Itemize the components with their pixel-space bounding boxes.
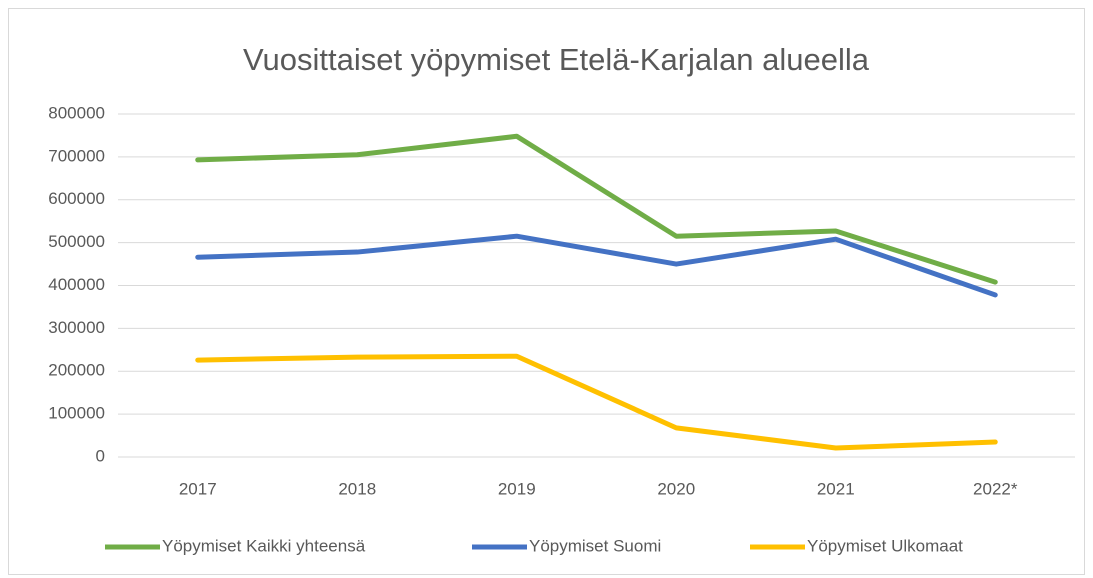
y-tick-label: 300000	[48, 318, 105, 337]
x-tick-label: 2020	[657, 479, 695, 498]
y-tick-label: 100000	[48, 404, 105, 423]
x-tick-label: 2021	[817, 479, 855, 498]
series-line	[195, 233, 998, 298]
y-tick-label: 200000	[48, 361, 105, 380]
legend-label: Yöpymiset Ulkomaat	[807, 536, 963, 555]
chart-title: Vuosittaiset yöpymiset Etelä-Karjalan al…	[243, 42, 870, 77]
x-tick-label: 2022*	[973, 479, 1018, 498]
y-tick-label: 400000	[48, 275, 105, 294]
legend-label: Yöpymiset Suomi	[529, 536, 661, 555]
chart-border	[8, 8, 1085, 575]
legend-label: Yöpymiset Kaikki yhteensä	[162, 536, 366, 555]
series-line	[195, 353, 998, 451]
x-tick-label: 2019	[498, 479, 536, 498]
y-tick-label: 0	[96, 446, 105, 465]
y-tick-label: 700000	[48, 146, 105, 165]
y-tick-label: 500000	[48, 232, 105, 251]
y-tick-label: 600000	[48, 189, 105, 208]
y-tick-label: 800000	[48, 103, 105, 122]
x-tick-label: 2017	[179, 479, 217, 498]
x-tick-label: 2018	[338, 479, 376, 498]
series-line	[195, 133, 998, 285]
